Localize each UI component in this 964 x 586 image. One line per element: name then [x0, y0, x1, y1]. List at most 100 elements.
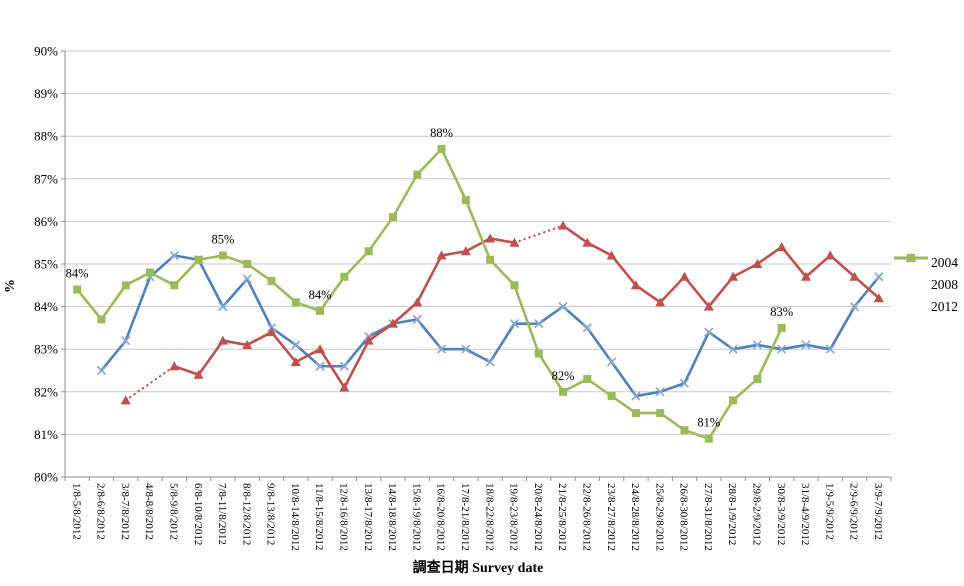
y-axis-title: % — [3, 279, 18, 293]
x-category-label: 1/8-5/8/2012 — [70, 483, 82, 540]
x-category-label: 6/8-10/8/2012 — [192, 483, 204, 545]
triangle-marker-icon — [679, 271, 690, 281]
square-marker-icon — [364, 247, 373, 256]
x-category-label: 26/8-30/8/2012 — [678, 483, 690, 551]
square-marker-icon — [267, 277, 276, 286]
series-line — [75, 147, 783, 440]
x-marker-icon — [655, 387, 665, 397]
x-marker-icon — [315, 361, 325, 371]
x-category-label: 4/8-8/8/2012 — [143, 483, 155, 540]
legend-line-triangle-marker-icon — [893, 253, 929, 291]
x-category-label: 13/8-17/8/2012 — [362, 483, 374, 551]
square-marker-icon — [413, 170, 422, 179]
square-marker-icon — [121, 281, 130, 290]
triangle-marker-icon — [582, 237, 593, 247]
series-dotted-segment — [124, 365, 176, 402]
x-category-label: 14/8-18/8/2012 — [386, 483, 398, 551]
legend-item-2008: 2008 — [893, 253, 958, 296]
x-marker-icon — [534, 319, 544, 329]
square-marker-icon — [583, 375, 592, 384]
square-marker-icon — [218, 251, 227, 260]
triangle-marker-icon — [290, 356, 301, 366]
x-marker-icon — [169, 250, 179, 261]
triangle-marker-icon — [558, 220, 569, 230]
data-label: 85% — [211, 232, 234, 246]
x-category-label: 2/8-6/8/2012 — [95, 483, 107, 540]
square-marker-icon — [510, 281, 519, 290]
x-category-label: 31/8-4/9/2012 — [799, 483, 811, 545]
square-marker-icon — [388, 213, 397, 222]
square-marker-icon — [437, 144, 446, 153]
square-marker-icon — [607, 392, 616, 401]
y-tick-label: 82% — [34, 384, 58, 399]
x-marker-icon — [339, 361, 349, 371]
triangle-marker-icon — [339, 382, 350, 392]
x-axis-labels: 1/8-5/8/2012 2/8-6/8/2012 3/8-7/8/2012 4/8-… — [70, 483, 884, 551]
y-tick-label: 90% — [34, 44, 58, 59]
x-marker-icon — [558, 301, 568, 312]
triangle-marker-icon — [412, 297, 423, 307]
triangle-marker-icon — [315, 344, 326, 354]
x-marker-icon — [752, 340, 762, 350]
x-category-label: 24/8-28/8/2012 — [629, 483, 641, 551]
x-category-label: 23/8-27/8/2012 — [605, 483, 617, 551]
legend: 2004 2008 2012 — [893, 252, 958, 318]
series-line — [173, 224, 881, 389]
data-label: 81% — [697, 416, 720, 430]
triangle-marker-icon — [630, 280, 641, 290]
x-marker-icon — [485, 357, 495, 367]
square-marker-icon — [97, 315, 106, 324]
triangle-marker-icon — [169, 361, 180, 371]
x-marker-icon — [607, 357, 617, 367]
x-category-label: 16/8-20/8/2012 — [435, 483, 447, 551]
triangle-marker-icon — [217, 335, 228, 345]
square-marker-icon — [729, 396, 738, 405]
x-marker-icon — [412, 314, 422, 324]
x-marker-icon — [825, 344, 835, 354]
square-marker-icon — [631, 409, 640, 418]
square-marker-icon — [291, 298, 300, 307]
y-tick-label: 80% — [34, 470, 58, 485]
data-label: 82% — [552, 369, 575, 383]
x-marker-icon — [436, 344, 447, 354]
y-tick-label: 85% — [34, 257, 58, 272]
x-category-label: 19/8-23/8/2012 — [508, 483, 520, 551]
x-marker-icon — [96, 365, 107, 376]
square-marker-icon — [559, 387, 568, 396]
series-2004 — [96, 250, 884, 401]
x-category-label: 1/9-5/9/2012 — [823, 483, 835, 540]
x-marker-icon — [874, 272, 884, 282]
legend-line-square-marker-icon — [893, 254, 929, 313]
x-marker-icon — [461, 344, 471, 354]
x-category-label: 10/8-14/8/2012 — [289, 483, 301, 551]
x-category-label: 21/8-25/8/2012 — [556, 483, 568, 551]
x-category-label: 9/8-13/8/2012 — [265, 483, 277, 545]
triangle-marker-icon — [363, 335, 374, 345]
square-marker-icon — [753, 375, 762, 384]
y-tick-label: 88% — [34, 129, 58, 144]
x-category-label: 22/8-26/8/2012 — [580, 483, 592, 551]
square-marker-icon — [316, 306, 325, 315]
x-marker-icon — [777, 344, 787, 354]
legend-item-2012: 2012 — [893, 254, 958, 318]
triangle-marker-icon — [849, 271, 860, 281]
square-marker-icon — [340, 272, 349, 281]
triangle-marker-icon — [752, 259, 763, 268]
square-marker-icon — [656, 409, 665, 418]
legend-label-2012: 2012 — [931, 299, 958, 314]
data-label: 83% — [770, 305, 793, 319]
square-marker-icon — [534, 349, 543, 358]
triangle-marker-icon — [242, 339, 253, 349]
series-dotted-segment — [513, 224, 565, 244]
square-marker-icon — [680, 426, 689, 435]
x-category-label: 18/8-22/8/2012 — [483, 483, 495, 551]
data-label: 84% — [66, 267, 89, 281]
triangle-marker-icon — [703, 301, 714, 311]
x-marker-icon — [509, 319, 520, 329]
square-marker-icon — [486, 255, 495, 264]
x-marker-icon — [704, 327, 714, 337]
y-tick-label: 81% — [34, 427, 58, 442]
x-category-label: 15/8-19/8/2012 — [410, 483, 422, 551]
square-marker-icon — [170, 281, 179, 290]
triangle-marker-icon — [776, 241, 787, 251]
